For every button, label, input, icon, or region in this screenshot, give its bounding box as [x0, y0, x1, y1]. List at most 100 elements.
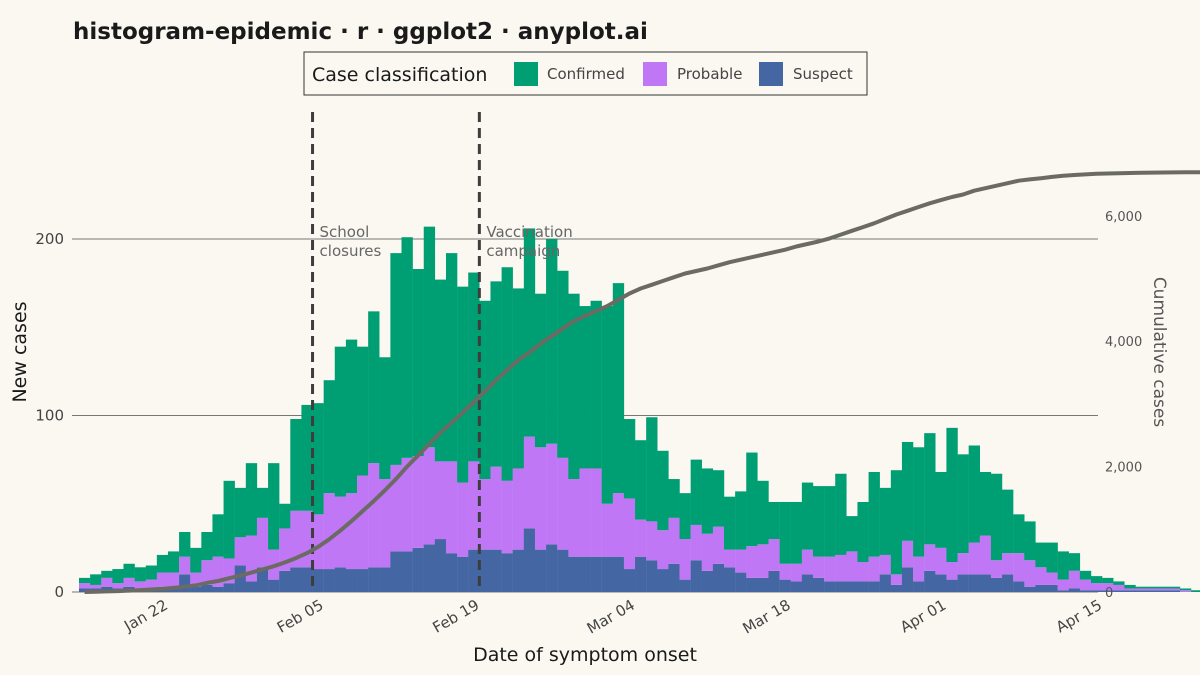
- bar-suspect-64: [790, 581, 803, 592]
- bar-confirmed-8: [167, 551, 180, 573]
- bar-confirmed-25: [357, 346, 369, 476]
- bar-probable-22: [323, 493, 335, 570]
- bar-suspect-67: [824, 581, 836, 592]
- bar-confirmed-21: [312, 403, 324, 515]
- bar-suspect-60: [746, 577, 758, 592]
- bar-probable-76: [924, 544, 936, 571]
- bar-probable-21: [312, 514, 324, 570]
- bar-confirmed-29: [401, 237, 413, 458]
- bar-confirmed-42: [546, 239, 558, 444]
- bar-suspect-76: [924, 570, 936, 592]
- bar-confirmed-33: [445, 253, 458, 462]
- bar-confirmed-93: [1113, 581, 1125, 585]
- bar-suspect-58: [724, 567, 736, 592]
- bar-probable-46: [590, 468, 602, 557]
- bar-probable-69: [846, 551, 858, 582]
- bar-probable-63: [779, 563, 791, 580]
- bar-suspect-56: [701, 570, 714, 592]
- bar-suspect-83: [1002, 574, 1014, 592]
- bar-suspect-47: [601, 556, 614, 592]
- bar-confirmed-37: [490, 281, 502, 467]
- bar-probable-58: [724, 549, 736, 568]
- bar-suspect-66: [812, 577, 825, 592]
- y-tick-label-0: 0: [54, 583, 64, 601]
- bar-probable-3: [112, 583, 124, 589]
- bar-probable-7: [156, 572, 169, 587]
- bar-confirmed-10: [190, 547, 202, 573]
- bar-probable-59: [735, 549, 747, 573]
- bar-confirmed-100: [1191, 590, 1200, 592]
- bar-probable-28: [390, 464, 402, 552]
- bar-probable-62: [768, 539, 780, 571]
- bar-suspect-54: [679, 579, 691, 592]
- bar-confirmed-75: [913, 447, 925, 557]
- bar-probable-77: [935, 547, 947, 575]
- bar-suspect-12: [212, 586, 224, 592]
- bar-suspect-59: [735, 572, 747, 592]
- bar-suspect-17: [268, 579, 280, 592]
- bar-confirmed-18: [279, 503, 291, 529]
- bar-confirmed-99: [1179, 588, 1192, 591]
- bar-probable-82: [990, 560, 1003, 578]
- bar-probable-66: [812, 556, 825, 578]
- bar-suspect-18: [279, 570, 291, 592]
- bar-confirmed-88: [1057, 551, 1069, 580]
- bar-suspect-2: [101, 586, 113, 592]
- bar-suspect-22: [323, 569, 335, 592]
- annotation-label-0-0: School: [320, 223, 370, 241]
- bar-confirmed-87: [1046, 542, 1058, 573]
- chart-title: histogram-epidemic · r · ggplot2 · anypl…: [73, 19, 648, 45]
- bar-probable-97: [1157, 588, 1170, 591]
- bar-confirmed-62: [768, 501, 780, 540]
- legend-key-probable: [643, 62, 667, 86]
- annotation-label-0-1: closures: [320, 242, 382, 260]
- bar-confirmed-59: [735, 491, 747, 550]
- bar-suspect-75: [913, 581, 925, 592]
- bar-confirmed-70: [857, 501, 869, 562]
- bar-suspect-34: [457, 556, 469, 592]
- bar-probable-88: [1057, 579, 1069, 591]
- bar-suspect-10: [190, 586, 202, 592]
- bar-probable-19: [290, 510, 302, 568]
- bar-suspect-85: [1024, 586, 1036, 592]
- bar-suspect-14: [234, 565, 247, 592]
- bar-probable-16: [256, 517, 269, 568]
- bar-probable-2: [101, 577, 113, 587]
- bar-probable-83: [1002, 553, 1014, 575]
- bar-probable-75: [913, 556, 925, 582]
- bar-probable-10: [190, 572, 202, 587]
- bar-confirmed-23: [334, 346, 347, 497]
- bar-suspect-96: [1146, 590, 1158, 592]
- annotation-label-1-1: campaign: [486, 242, 560, 260]
- bar-confirmed-0: [79, 577, 91, 584]
- bar-suspect-98: [1168, 590, 1181, 592]
- y-axis-right-title: Cumulative cases: [1149, 277, 1169, 428]
- bar-probable-40: [523, 436, 536, 529]
- bar-confirmed-86: [1035, 542, 1047, 568]
- bar-probable-36: [479, 479, 491, 550]
- bar-suspect-82: [990, 577, 1003, 592]
- bar-confirmed-47: [601, 306, 614, 504]
- bar-probable-96: [1146, 588, 1158, 591]
- bar-probable-60: [746, 546, 758, 578]
- bar-probable-8: [167, 572, 180, 587]
- bar-suspect-13: [223, 583, 235, 592]
- bar-suspect-48: [612, 556, 625, 592]
- bar-suspect-73: [890, 584, 903, 592]
- bar-probable-54: [679, 539, 691, 580]
- bar-suspect-15: [245, 581, 258, 592]
- bar-confirmed-31: [423, 226, 436, 448]
- bar-probable-26: [368, 463, 380, 568]
- bar-confirmed-45: [579, 306, 591, 469]
- bar-confirmed-13: [223, 480, 235, 559]
- bar-suspect-92: [1102, 590, 1114, 592]
- bar-confirmed-35: [468, 272, 480, 462]
- bar-probable-44: [568, 479, 580, 557]
- bar-suspect-80: [968, 574, 980, 592]
- bar-probable-95: [1135, 588, 1147, 591]
- bar-suspect-90: [1079, 590, 1092, 592]
- bar-confirmed-51: [646, 417, 658, 522]
- bar-probable-51: [646, 521, 658, 561]
- legend-key-confirmed: [514, 62, 538, 86]
- legend-label-suspect: Suspect: [793, 65, 853, 83]
